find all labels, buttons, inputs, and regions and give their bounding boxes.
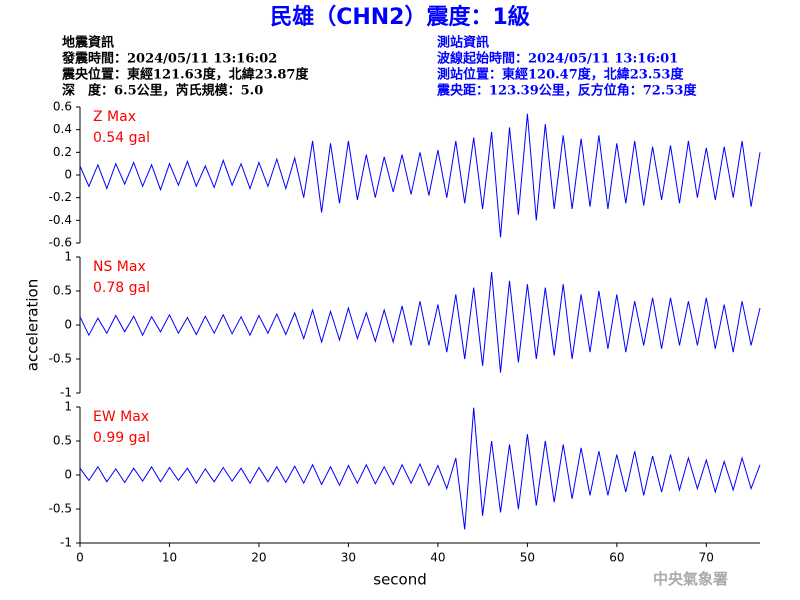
x-tick-label: 70 [699, 551, 714, 565]
max-label: 0.78 gal [93, 280, 150, 296]
y-tick-label: 1 [64, 250, 72, 264]
info-line: 測站位置：東經120.47度，北緯23.53度 [437, 67, 684, 83]
x-tick-label: 0 [76, 551, 84, 565]
y-tick-label: 0.4 [53, 122, 72, 136]
x-tick-label: 60 [609, 551, 624, 565]
y-tick-label: 0.5 [53, 434, 72, 448]
info-line: 震央距：123.39公里，反方位角：72.53度 [436, 83, 697, 99]
info-line: 波線起始時間：2024/05/11 13:16:01 [437, 51, 678, 67]
component-label: Z Max [93, 109, 136, 125]
component-label: EW Max [93, 409, 149, 425]
y-tick-label: 0 [64, 468, 72, 482]
waveform [79, 113, 761, 238]
y-tick-label: -0.4 [49, 213, 72, 227]
y-tick-label: -1 [60, 536, 72, 550]
y-tick-label: -1 [60, 386, 72, 400]
y-tick-label: -0.2 [49, 190, 72, 204]
x-tick-label: 30 [341, 551, 356, 565]
y-tick-label: -0.6 [49, 236, 72, 250]
waveform [79, 407, 761, 530]
info-line: 地震資訊 [62, 35, 114, 51]
info-line: 深 度：6.5公里，芮氏規模：5.0 [62, 83, 263, 99]
x-axis-label: second [373, 571, 427, 589]
component-label: NS Max [93, 259, 146, 275]
y-tick-label: -0.5 [49, 502, 72, 516]
y-axis-label: acceleration [24, 279, 42, 371]
y-tick-label: 0.6 [53, 100, 72, 114]
info-line: 發震時間：2024/05/11 13:16:02 [61, 51, 277, 67]
info-line: 震央位置：東經121.63度，北緯23.87度 [61, 67, 309, 83]
y-tick-label: 0.2 [53, 145, 72, 159]
y-tick-label: -0.5 [49, 352, 72, 366]
y-tick-label: 0.5 [53, 284, 72, 298]
x-tick-label: 50 [520, 551, 535, 565]
max-label: 0.54 gal [93, 130, 150, 146]
y-tick-label: 0 [64, 318, 72, 332]
watermark: 中央氣象署 [653, 570, 728, 588]
y-tick-label: 1 [64, 400, 72, 414]
x-tick-label: 20 [251, 551, 266, 565]
y-tick-label: 0 [64, 168, 72, 182]
max-label: 0.99 gal [93, 430, 150, 446]
x-tick-label: 40 [430, 551, 445, 565]
chart-title: 民雄（CHN2）震度：1級 [270, 4, 530, 30]
waveform [79, 271, 761, 373]
info-line: 測站資訊 [437, 35, 489, 51]
x-tick-label: 10 [162, 551, 177, 565]
